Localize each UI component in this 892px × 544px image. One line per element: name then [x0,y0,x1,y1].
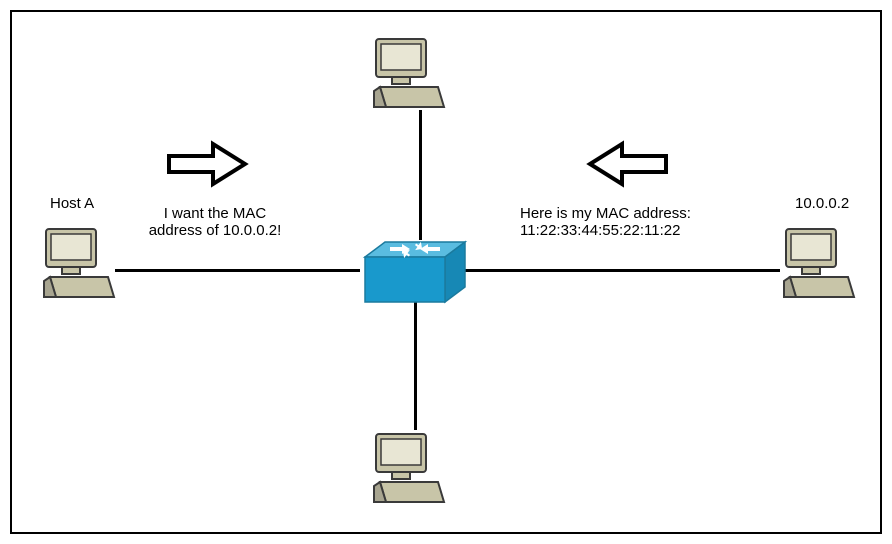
left-text-line1: I want the MAC [135,205,295,222]
right-text-line2: 11:22:33:44:55:22:11:22 [520,222,691,239]
computer-host-bottom [370,430,450,510]
left-request-text: I want the MAC address of 10.0.0.2! [135,205,295,239]
line-right [460,269,780,272]
computer-host-a [40,225,120,305]
line-top [419,110,422,240]
host-a-label: Host A [50,195,94,212]
right-response-text: Here is my MAC address: 11:22:33:44:55:2… [520,205,691,239]
network-switch [360,237,460,297]
arrow-request-icon [165,140,250,193]
line-bottom [414,300,417,430]
computer-host-right [780,225,860,305]
line-left [115,269,360,272]
right-text-line1: Here is my MAC address: [520,205,691,222]
arrow-response-icon [585,140,670,193]
left-text-line2: address of 10.0.0.2! [135,222,295,239]
computer-host-top [370,35,450,115]
host-right-label: 10.0.0.2 [795,195,849,212]
